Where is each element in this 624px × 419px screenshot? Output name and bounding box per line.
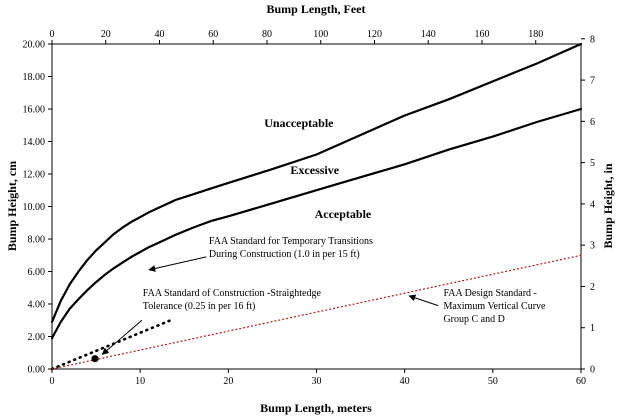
region-label: Acceptable <box>315 207 372 221</box>
x-tick-label: 10 <box>135 376 145 387</box>
top-tick-label: 60 <box>208 29 218 40</box>
top-tick-label: 120 <box>367 29 382 40</box>
x-tick-label: 50 <box>488 376 498 387</box>
data-point-straightedge <box>91 355 99 363</box>
axis-ticks: 0 10 20 30 40 50 600.002.004.006.008.0010.0012… <box>23 29 596 387</box>
top-axis-title: Bump Length, Feet <box>267 2 366 16</box>
y-tick-label: 4.00 <box>28 300 46 311</box>
right-tick-label: 2 <box>590 282 595 293</box>
annotation-text: Group C and D <box>443 314 504 325</box>
series-line-upper <box>50 42 583 323</box>
top-tick-label: 140 <box>421 29 436 40</box>
series-line-faa_design <box>51 254 582 370</box>
right-tick-label: 7 <box>590 76 595 87</box>
x-tick-label: 40 <box>400 376 410 387</box>
x-axis-title: Bump Length, meters <box>260 401 372 415</box>
region-label: Excessive <box>290 163 339 177</box>
top-tick-label: 40 <box>154 29 164 40</box>
annotation-layer: Unacceptable Excessive Acceptable FAA Stand… <box>101 116 546 355</box>
y-tick-label: 2.00 <box>28 332 46 343</box>
y-tick-label: 0.00 <box>28 365 46 376</box>
right-tick-label: 4 <box>590 199 595 210</box>
annotation-text: FAA Design Standard - <box>443 288 536 299</box>
annotation-text: FAA Standard of Construction -Straighted… <box>143 288 322 299</box>
y-axis-title: Bump Height, cm <box>5 161 19 251</box>
y-tick-label: 18.00 <box>23 72 46 83</box>
annotation-text: Tolerance (0.25 in per 16 ft) <box>143 301 256 312</box>
right-tick-label: 3 <box>590 241 595 252</box>
series-layer <box>50 42 583 371</box>
annotation-arrow <box>408 294 439 307</box>
top-tick-label: 160 <box>474 29 489 40</box>
y-tick-label: 6.00 <box>28 267 46 278</box>
top-tick-label: 100 <box>313 29 328 40</box>
annotation-text: FAA Standard for Temporary Transitions <box>209 236 373 247</box>
right-tick-label: 1 <box>590 323 595 334</box>
top-tick-label: 20 <box>101 29 111 40</box>
right-tick-label: 0 <box>590 365 595 376</box>
y-tick-label: 16.00 <box>23 105 46 116</box>
right-tick-label: 6 <box>590 117 595 128</box>
x-tick-label: 30 <box>312 376 322 387</box>
y-tick-label: 10.00 <box>23 202 46 213</box>
right-axis-title: Bump Height, in <box>601 163 615 248</box>
top-tick-label: 80 <box>262 29 272 40</box>
x-tick-label: 0 <box>50 376 55 387</box>
right-tick-label: 5 <box>590 158 595 169</box>
annotation-text: Maximum Vertical Curve <box>443 301 546 312</box>
top-tick-label: 0 <box>50 29 55 40</box>
y-tick-label: 20.00 <box>23 40 46 51</box>
annotation-arrow <box>101 319 143 355</box>
region-label: Unacceptable <box>264 116 334 130</box>
series-line-faa_temporary <box>50 318 175 371</box>
y-tick-label: 8.00 <box>28 235 46 246</box>
top-tick-label: 180 <box>528 29 543 40</box>
x-tick-label: 60 <box>576 376 586 387</box>
y-tick-label: 14.00 <box>23 137 46 148</box>
x-tick-label: 20 <box>223 376 233 387</box>
series-line-lower <box>50 107 583 340</box>
right-tick-label: 8 <box>590 34 595 45</box>
annotation-text: During Construction (1.0 in per 15 ft) <box>209 249 360 260</box>
annotation-arrow <box>148 256 207 272</box>
y-tick-label: 12.00 <box>23 170 46 181</box>
